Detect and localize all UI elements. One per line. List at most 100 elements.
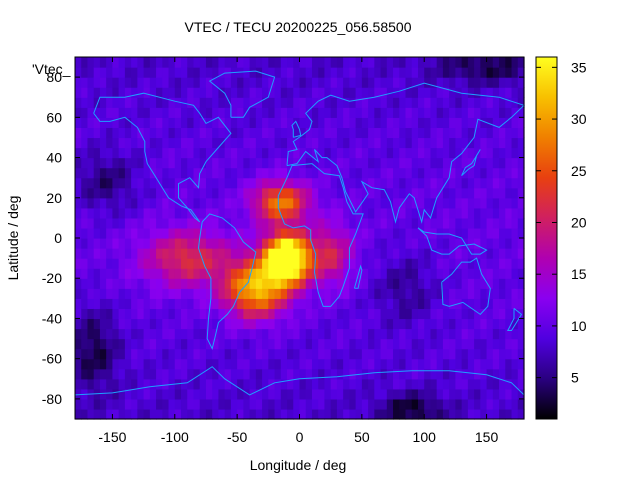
heatmap-cell	[318, 197, 326, 209]
heatmap-cell	[93, 278, 101, 289]
heatmap-cell	[368, 268, 375, 279]
heatmap-cell	[324, 67, 332, 78]
heatmap-cell	[262, 167, 269, 179]
heatmap-cell	[149, 298, 157, 309]
heatmap-cell	[268, 298, 276, 309]
heatmap-cell	[268, 248, 276, 259]
heatmap-cell	[218, 87, 226, 98]
heatmap-cell	[305, 248, 313, 259]
heatmap-cell	[449, 197, 457, 209]
heatmap-cell	[280, 117, 288, 128]
heatmap-cell	[324, 238, 332, 249]
heatmap-cell	[517, 127, 525, 139]
heatmap-cell	[511, 348, 519, 360]
heatmap-cell	[436, 57, 444, 68]
heatmap-cell	[467, 338, 475, 350]
heatmap-cell	[193, 207, 201, 219]
heatmap-cell	[461, 117, 469, 128]
heatmap-cell	[280, 368, 288, 380]
heatmap-cell	[174, 268, 182, 279]
heatmap-cell	[262, 87, 269, 98]
heatmap-cell	[274, 77, 282, 88]
heatmap-cell	[274, 258, 282, 269]
heatmap-cell	[411, 328, 419, 340]
heatmap-cell	[467, 368, 475, 380]
heatmap-cell	[112, 288, 120, 299]
heatmap-cell	[149, 248, 157, 259]
heatmap-cell	[112, 207, 120, 219]
heatmap-cell	[467, 77, 475, 88]
heatmap-cell	[156, 288, 163, 299]
heatmap-cell	[218, 288, 226, 299]
coast-indonesia	[417, 227, 488, 255]
heatmap-cell	[486, 77, 494, 88]
heatmap-cell	[287, 288, 294, 299]
heatmap-cell	[205, 217, 213, 229]
x-tick-label: 50	[354, 429, 370, 445]
heatmap-cell	[305, 348, 313, 360]
heatmap-cell	[168, 318, 176, 330]
heatmap-cell	[162, 227, 170, 239]
heatmap-cell	[492, 248, 500, 259]
heatmap-cell	[511, 157, 519, 169]
heatmap-cell	[174, 97, 182, 108]
heatmap-cell	[243, 167, 251, 179]
heatmap-cell	[212, 137, 220, 149]
heatmap-cell	[118, 167, 126, 179]
heatmap-cell	[299, 268, 307, 279]
heatmap-cell	[87, 177, 95, 189]
heatmap-cell	[81, 197, 89, 209]
heatmap-cell	[81, 97, 89, 108]
heatmap-cell	[293, 87, 301, 98]
heatmap-cell	[467, 207, 475, 219]
heatmap-cell	[99, 167, 107, 179]
heatmap-cell	[442, 147, 450, 159]
heatmap-cell	[205, 167, 213, 179]
heatmap-cell	[349, 197, 357, 209]
heatmap-cell	[399, 87, 407, 98]
heatmap-cell	[393, 288, 400, 299]
heatmap-cell	[336, 268, 344, 279]
heatmap-cell	[162, 358, 170, 370]
heatmap-cell	[255, 197, 263, 209]
heatmap-cell	[112, 187, 120, 199]
heatmap-cell	[368, 338, 375, 350]
heatmap-cell	[380, 137, 388, 149]
heatmap-cell	[237, 408, 244, 420]
heatmap-cell	[492, 238, 500, 249]
heatmap-cell	[205, 67, 213, 78]
heatmap-cell	[442, 167, 450, 179]
heatmap-cell	[187, 157, 195, 169]
heatmap-cell	[224, 77, 232, 88]
heatmap-cell	[505, 157, 513, 169]
heatmap-cell	[480, 97, 488, 108]
heatmap-cell	[243, 87, 251, 98]
heatmap-cell	[218, 238, 226, 249]
heatmap-cell	[106, 358, 114, 370]
heatmap-cell	[305, 258, 313, 269]
heatmap-cell	[517, 408, 525, 420]
heatmap-cell	[181, 388, 188, 400]
heatmap-cell	[436, 268, 444, 279]
heatmap-cell	[480, 67, 488, 78]
heatmap-cell	[343, 227, 350, 239]
heatmap-cell	[262, 57, 269, 68]
heatmap-cell	[399, 217, 407, 229]
heatmap-cell	[386, 107, 394, 118]
heatmap-cell	[193, 238, 201, 249]
heatmap-cell	[131, 67, 138, 78]
heatmap-cell	[293, 238, 301, 249]
heatmap-cell	[199, 398, 207, 410]
heatmap-cell	[75, 167, 82, 179]
heatmap-cell	[374, 328, 382, 340]
heatmap-cell	[424, 157, 432, 169]
heatmap-cell	[505, 328, 513, 340]
heatmap-cell	[75, 147, 82, 159]
heatmap-cell	[411, 248, 419, 259]
coast-eurasia	[286, 82, 525, 224]
heatmap-cell	[374, 137, 382, 149]
heatmap-cell	[118, 348, 126, 360]
x-tick-label: -50	[227, 429, 247, 445]
heatmap-cell	[318, 278, 326, 289]
heatmap-cell	[499, 217, 506, 229]
